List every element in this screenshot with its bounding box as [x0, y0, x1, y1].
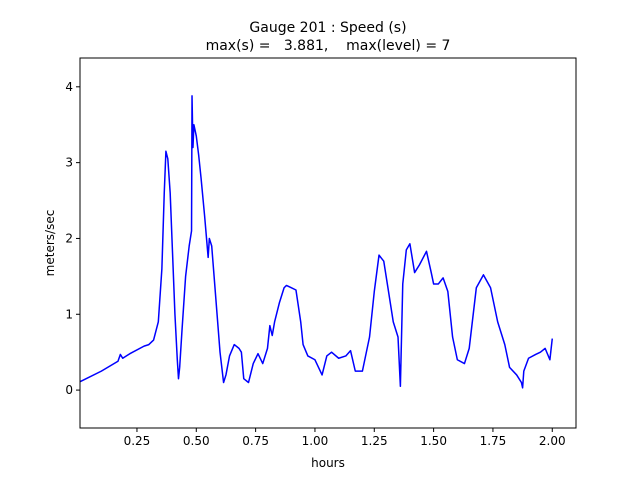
plot-frame	[79, 57, 577, 429]
chart-subtitle: max(s) = 3.881, max(level) = 7	[206, 38, 451, 54]
line-series	[80, 95, 554, 389]
x-tick-label: 2.00	[539, 434, 566, 448]
x-tick-label: 0.25	[124, 434, 151, 448]
y-tick-label: 3	[65, 156, 73, 170]
y-tick-label: 0	[65, 383, 73, 397]
x-tick-label: 1.50	[420, 434, 447, 448]
chart-title: Gauge 201 : Speed (s)	[249, 20, 406, 36]
y-axis-label: meters/sec	[43, 210, 57, 277]
x-tick-label: 0.75	[242, 434, 269, 448]
y-tick-label: 1	[65, 307, 73, 321]
x-tick-label: 1.00	[302, 434, 329, 448]
x-tick-label: 0.50	[183, 434, 210, 448]
x-tick-label: 1.75	[480, 434, 507, 448]
x-tick-label: 1.25	[361, 434, 388, 448]
x-axis-label: hours	[311, 456, 345, 470]
y-tick-label: 4	[65, 80, 73, 94]
y-tick-label: 2	[65, 231, 73, 245]
